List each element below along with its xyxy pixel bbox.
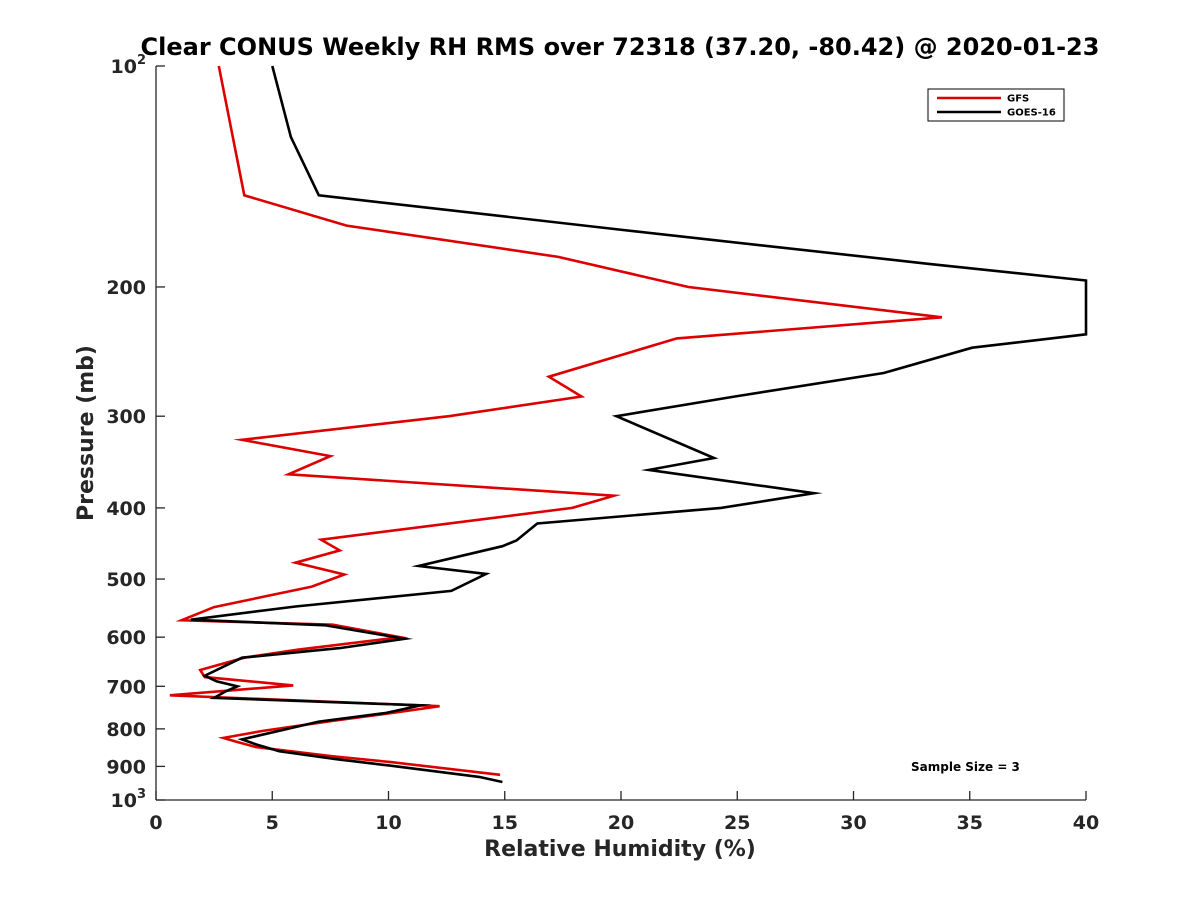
legend-label: GOES-16 [1007, 108, 1056, 119]
y-tick-label: 700 [106, 676, 146, 698]
y-tick-label: 800 [106, 719, 146, 741]
x-tick-label: 10 [375, 812, 401, 834]
legend-label: GFS [1007, 94, 1029, 105]
y-tick-label: 300 [106, 406, 146, 428]
x-tick-label: 35 [957, 812, 983, 834]
y-tick-label: 200 [106, 277, 146, 299]
x-tick-label: 30 [840, 812, 866, 834]
axes: 0 5 10 15 20 25 30 35 40 200 300 400 500 600 700 800 900… [106, 53, 1099, 834]
chart-title: Clear CONUS Weekly RH RMS over 72318 (37… [141, 33, 1100, 61]
series-line-goes-16 [190, 65, 1088, 784]
x-tick-label: 5 [266, 812, 279, 834]
y-axis-label: Pressure (mb) [74, 345, 99, 521]
y-tick-label: 500 [106, 569, 146, 591]
series-line-gfs [169, 65, 943, 777]
y-tick-label: 600 [106, 627, 146, 649]
series-layer [169, 65, 1088, 784]
x-tick-label: 0 [149, 812, 162, 834]
x-tick-label: 40 [1073, 812, 1099, 834]
y-tick-label: 103 [111, 787, 147, 812]
legend-box [927, 88, 1065, 122]
x-tick-label: 25 [724, 812, 750, 834]
y-tick-label: 102 [111, 53, 147, 78]
sample-size-annotation: Sample Size = 3 [911, 760, 1020, 774]
x-tick-label: 15 [492, 812, 518, 834]
x-tick-label: 20 [608, 812, 634, 834]
y-tick-label: 400 [106, 498, 146, 520]
x-axis-label: Relative Humidity (%) [484, 837, 756, 862]
y-tick-label: 900 [106, 756, 146, 778]
legend: GFS GOES-16 [927, 88, 1065, 122]
